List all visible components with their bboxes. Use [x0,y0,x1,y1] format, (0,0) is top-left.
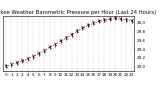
Title: Milwaukee Weather Barometric Pressure per Hour (Last 24 Hours): Milwaukee Weather Barometric Pressure pe… [0,10,156,15]
